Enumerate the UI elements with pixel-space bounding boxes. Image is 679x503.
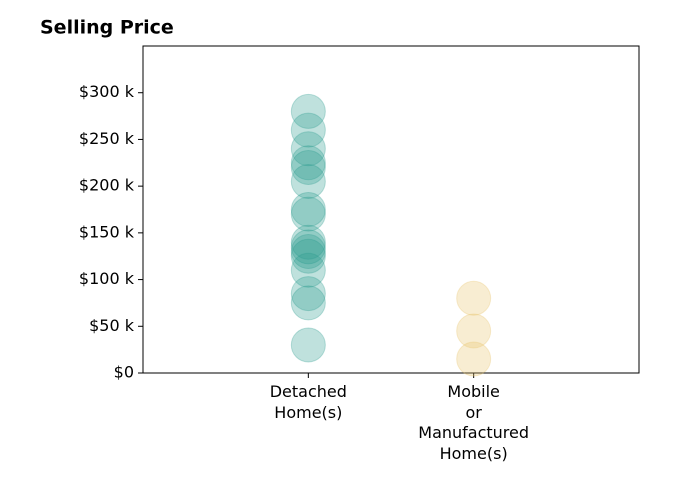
- point: [290, 192, 326, 227]
- plot-frame: [142, 45, 640, 374]
- y-tick-label: $300 k: [79, 82, 135, 101]
- point: [290, 163, 326, 199]
- point: [290, 131, 326, 167]
- y-tick-label: $250 k: [79, 129, 135, 148]
- point: [290, 224, 326, 260]
- point: [290, 276, 326, 312]
- y-tick-label: $200 k: [79, 176, 135, 195]
- point: [290, 252, 326, 288]
- point: [290, 112, 326, 148]
- chart-title: Selling Price: [40, 17, 174, 39]
- x-tick-label: Mobile or Manufactured Home(s): [418, 382, 530, 463]
- point: [290, 229, 326, 265]
- point: [290, 285, 326, 321]
- y-tick-label: $100 k: [79, 269, 135, 288]
- y-tick-label: $50 k: [89, 316, 135, 335]
- y-tick-label: $150 k: [79, 222, 135, 241]
- point: [290, 145, 326, 181]
- point: [290, 327, 326, 363]
- x-tick-label: Detached Home(s): [269, 382, 347, 422]
- point: [456, 341, 492, 377]
- point: [290, 149, 326, 185]
- point: [290, 93, 326, 129]
- point: [290, 238, 326, 274]
- point: [456, 313, 492, 349]
- point: [456, 280, 492, 316]
- y-tick-label: $0: [114, 363, 134, 382]
- point: [290, 196, 326, 232]
- point: [290, 234, 326, 270]
